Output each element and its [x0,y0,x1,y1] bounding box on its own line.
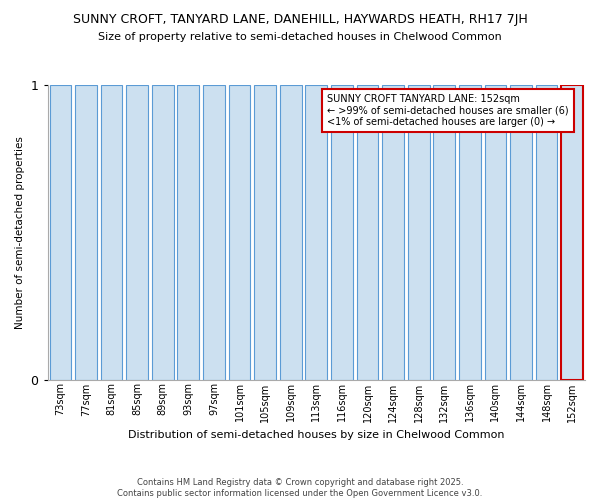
Bar [178,85,199,380]
Text: SUNNY CROFT, TANYARD LANE, DANEHILL, HAYWARDS HEATH, RH17 7JH: SUNNY CROFT, TANYARD LANE, DANEHILL, HAY… [73,12,527,26]
Bar [254,85,276,380]
Bar [229,85,250,380]
Bar [356,85,379,380]
Y-axis label: Number of semi-detached properties: Number of semi-detached properties [15,136,25,328]
Bar [536,85,557,380]
Bar [331,85,353,380]
Bar [382,85,404,380]
Text: SUNNY CROFT TANYARD LANE: 152sqm
← >99% of semi-detached houses are smaller (6)
: SUNNY CROFT TANYARD LANE: 152sqm ← >99% … [327,94,569,127]
Text: Contains HM Land Registry data © Crown copyright and database right 2025.
Contai: Contains HM Land Registry data © Crown c… [118,478,482,498]
Bar [510,85,532,380]
Bar [280,85,302,380]
Bar [459,85,481,380]
Bar [75,85,97,380]
Bar [562,85,583,380]
Bar [433,85,455,380]
Bar [101,85,122,380]
Text: Size of property relative to semi-detached houses in Chelwood Common: Size of property relative to semi-detach… [98,32,502,42]
Bar [485,85,506,380]
Bar [203,85,225,380]
Bar [152,85,173,380]
Bar [408,85,430,380]
Bar [305,85,327,380]
X-axis label: Distribution of semi-detached houses by size in Chelwood Common: Distribution of semi-detached houses by … [128,430,505,440]
Bar [126,85,148,380]
Bar [50,85,71,380]
